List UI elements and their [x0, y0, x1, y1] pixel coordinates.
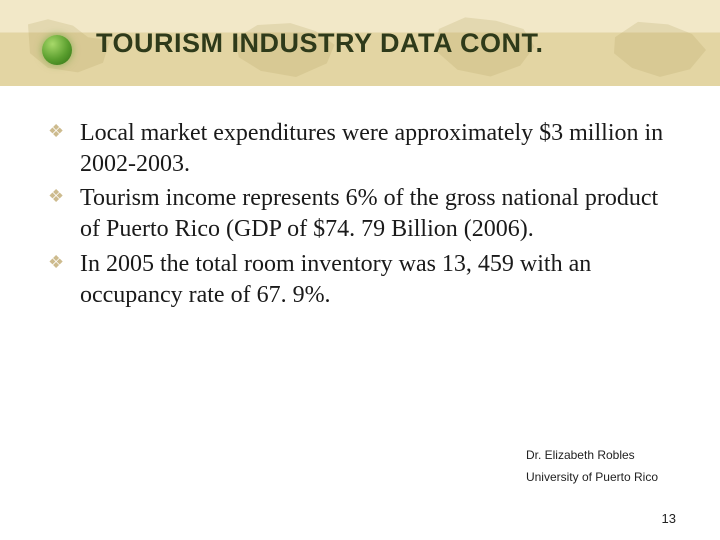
bullet-list: Local market expenditures were approxima… — [48, 118, 680, 314]
bullet-text: Tourism income represents 6% of the gros… — [80, 183, 680, 244]
footer-attribution: Dr. Elizabeth Robles University of Puert… — [526, 448, 658, 492]
page-number: 13 — [662, 511, 676, 526]
map-decoration — [610, 18, 710, 82]
diamond-bullet-icon — [48, 189, 66, 207]
diamond-bullet-icon — [48, 255, 66, 273]
affiliation: University of Puerto Rico — [526, 470, 658, 484]
list-item: Local market expenditures were approxima… — [48, 118, 680, 179]
list-item: Tourism income represents 6% of the gros… — [48, 183, 680, 244]
bullet-text: Local market expenditures were approxima… — [80, 118, 680, 179]
bullet-text: In 2005 the total room inventory was 13,… — [80, 249, 680, 310]
slide-title: TOURISM INDUSTRY DATA CONT. — [96, 28, 544, 59]
author-name: Dr. Elizabeth Robles — [526, 448, 658, 462]
diamond-bullet-icon — [48, 124, 66, 142]
list-item: In 2005 the total room inventory was 13,… — [48, 249, 680, 310]
title-bullet-icon — [42, 35, 72, 65]
